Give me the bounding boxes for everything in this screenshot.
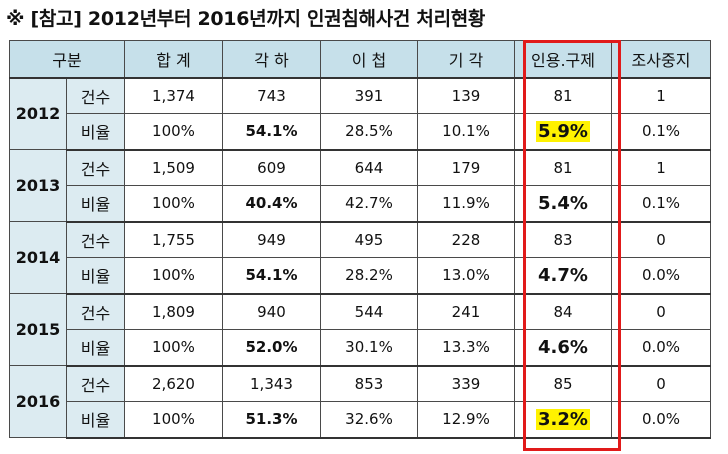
ratio-cell: 28.5%: [320, 113, 418, 151]
ratio-cell: 100%: [124, 185, 223, 223]
ratio-cell: 0.0%: [611, 329, 711, 367]
count-cell: 949: [222, 221, 321, 258]
year-cell: 2014: [9, 221, 67, 294]
ratio-cell: 0.1%: [611, 185, 711, 223]
count-cell: 0: [611, 221, 711, 258]
count-cell: 940: [222, 293, 321, 330]
row-label-ratio: 비율: [66, 113, 125, 151]
ratio-cell: 0.0%: [611, 257, 711, 295]
count-cell: 1: [611, 77, 711, 114]
ratio-cell: 28.2%: [320, 257, 418, 295]
ratio-cell: 51.3%: [222, 401, 321, 439]
count-cell: 81: [514, 149, 612, 186]
table-row: 2013 건수 1,509 609 644 179 81 1: [9, 149, 711, 222]
ratio-cell: 13.0%: [417, 257, 515, 295]
header-investigation-halted: 조사중지: [611, 40, 711, 79]
count-cell: 391: [320, 77, 418, 114]
row-label-count: 건수: [66, 293, 125, 330]
header-row: 구분 합 계 각 하 이 첩 기 각 인용.구제 조사중지: [9, 40, 711, 79]
page-title: ※ [참고] 2012년부터 2016년까지 인권침해사건 처리현황: [6, 8, 486, 30]
row-label-ratio: 비율: [66, 185, 125, 223]
count-cell: 743: [222, 77, 321, 114]
count-cell: 179: [417, 149, 515, 186]
row-label-ratio: 비율: [66, 257, 125, 295]
ratio-cell: 30.1%: [320, 329, 418, 367]
table-row: 2014 건수 1,755 949 495 228 83 0: [9, 221, 711, 294]
count-cell: 1: [611, 149, 711, 186]
ratio-cell: 32.6%: [320, 401, 418, 439]
count-cell: 644: [320, 149, 418, 186]
count-cell: 0: [611, 365, 711, 402]
header-dismissed: 각 하: [222, 40, 321, 79]
row-label-count: 건수: [66, 77, 125, 114]
table-row: 비율 100% 54.1% 28.5% 10.1% 5.9% 0.1%: [10, 113, 711, 151]
table-body: 2012 건수 1,374 743 391 139 81 1 비율 100% 54.1% 28.5% 1…: [9, 77, 711, 439]
count-cell: 84: [514, 293, 612, 330]
ratio-cell: 54.1%: [222, 257, 321, 295]
table-row: 비율 100% 52.0% 30.1% 13.3% 4.6% 0.0%: [10, 329, 711, 367]
table-row: 비율 100% 40.4% 42.7% 11.9% 5.4% 0.1%: [10, 185, 711, 223]
ratio-cell: 100%: [124, 113, 223, 151]
count-cell: 1,343: [222, 365, 321, 402]
year-cell: 2013: [9, 149, 67, 222]
ratio-cell: 5.4%: [514, 185, 612, 223]
highlighted-value: 3.2%: [536, 408, 590, 430]
row-label-count: 건수: [66, 221, 125, 258]
count-cell: 1,755: [124, 221, 223, 258]
count-cell: 339: [417, 365, 515, 402]
header-accepted-relief: 인용.구제: [514, 40, 612, 79]
count-cell: 83: [514, 221, 612, 258]
header-transferred: 이 첩: [320, 40, 418, 79]
ratio-cell: 10.1%: [417, 113, 515, 151]
count-cell: 544: [320, 293, 418, 330]
count-cell: 1,809: [124, 293, 223, 330]
row-label-ratio: 비율: [66, 329, 125, 367]
count-cell: 2,620: [124, 365, 223, 402]
count-cell: 228: [417, 221, 515, 258]
table-row: 비율 100% 51.3% 32.6% 12.9% 3.2% 0.0%: [10, 401, 711, 439]
ratio-cell: 12.9%: [417, 401, 515, 439]
ratio-cell: 11.9%: [417, 185, 515, 223]
header-category: 구분: [9, 40, 125, 79]
header-rejected: 기 각: [417, 40, 515, 79]
count-cell: 1,509: [124, 149, 223, 186]
ratio-cell: 100%: [124, 401, 223, 439]
header-total: 합 계: [124, 40, 223, 79]
ratio-cell: 100%: [124, 257, 223, 295]
row-label-count: 건수: [66, 365, 125, 402]
ratio-cell: 4.6%: [514, 329, 612, 367]
ratio-cell: 5.9%: [514, 113, 612, 151]
row-label-count: 건수: [66, 149, 125, 186]
count-cell: 81: [514, 77, 612, 114]
count-cell: 853: [320, 365, 418, 402]
ratio-cell: 0.1%: [611, 113, 711, 151]
ratio-cell: 100%: [124, 329, 223, 367]
ratio-cell: 0.0%: [611, 401, 711, 439]
year-cell: 2012: [9, 77, 67, 150]
stats-table: 구분 합 계 각 하 이 첩 기 각 인용.구제 조사중지 2012 건수 1,37…: [9, 40, 711, 439]
count-cell: 495: [320, 221, 418, 258]
ratio-cell: 52.0%: [222, 329, 321, 367]
count-cell: 1,374: [124, 77, 223, 114]
count-cell: 241: [417, 293, 515, 330]
table-row: 2015 건수 1,809 940 544 241 84 0: [9, 293, 711, 366]
ratio-cell: 4.7%: [514, 257, 612, 295]
count-cell: 0: [611, 293, 711, 330]
table-row: 2016 건수 2,620 1,343 853 339 85 0: [9, 365, 711, 438]
table-row: 2012 건수 1,374 743 391 139 81 1: [9, 77, 711, 150]
ratio-cell: 54.1%: [222, 113, 321, 151]
ratio-cell: 13.3%: [417, 329, 515, 367]
count-cell: 609: [222, 149, 321, 186]
highlighted-value: 5.9%: [536, 120, 590, 142]
row-label-ratio: 비율: [66, 401, 125, 439]
table-row: 비율 100% 54.1% 28.2% 13.0% 4.7% 0.0%: [10, 257, 711, 295]
ratio-cell: 40.4%: [222, 185, 321, 223]
year-cell: 2016: [9, 365, 67, 438]
count-cell: 85: [514, 365, 612, 402]
year-cell: 2015: [9, 293, 67, 366]
ratio-cell: 42.7%: [320, 185, 418, 223]
ratio-cell: 3.2%: [514, 401, 612, 439]
count-cell: 139: [417, 77, 515, 114]
